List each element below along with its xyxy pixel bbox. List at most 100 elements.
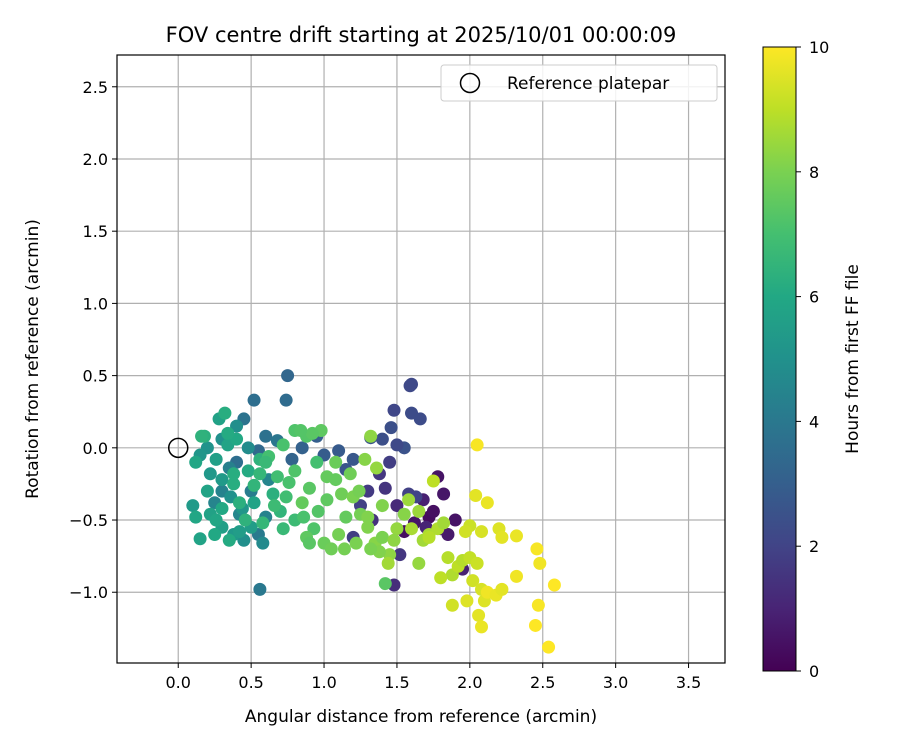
data-point xyxy=(426,504,440,518)
data-point xyxy=(189,510,203,524)
data-point xyxy=(412,504,426,518)
data-point xyxy=(533,556,547,570)
y-axis-label: Rotation from reference (arcmin) xyxy=(23,219,43,499)
colorbar-label: Hours from first FF file xyxy=(843,264,863,454)
data-point xyxy=(279,490,293,504)
data-point xyxy=(193,532,207,546)
plot-frame xyxy=(116,54,726,664)
data-point xyxy=(378,577,392,591)
data-point xyxy=(434,571,448,585)
colorbar-tick-label: 0 xyxy=(809,662,819,681)
data-point xyxy=(403,379,417,393)
y-axis-ticks: −1.0 −0.5 0.0 0.5 1.0 1.5 2.0 2.5 xyxy=(69,78,117,602)
data-point xyxy=(370,461,384,475)
x-axis-label: Angular distance from reference (arcmin) xyxy=(245,707,597,727)
data-point xyxy=(294,423,308,437)
data-point xyxy=(281,369,295,383)
data-point xyxy=(437,516,451,530)
data-point xyxy=(266,487,280,501)
data-point xyxy=(343,467,357,481)
data-point xyxy=(221,426,235,440)
data-point xyxy=(387,533,401,547)
reference-marker xyxy=(167,437,189,459)
data-point xyxy=(375,530,389,544)
data-point xyxy=(337,542,351,556)
y-tick-label: 1.0 xyxy=(83,294,108,313)
data-point xyxy=(384,421,398,435)
data-point xyxy=(472,608,486,622)
data-point xyxy=(222,533,236,547)
colorbar xyxy=(762,46,797,672)
y-tick-label: 2.0 xyxy=(83,150,108,169)
grid-lines xyxy=(117,55,725,663)
x-tick-label: 2.5 xyxy=(530,673,555,692)
data-point xyxy=(276,522,290,536)
data-point xyxy=(209,513,223,527)
data-point xyxy=(422,530,436,544)
data-point xyxy=(530,542,544,556)
data-point xyxy=(295,496,309,510)
data-point xyxy=(332,527,346,541)
data-point xyxy=(203,467,217,481)
data-point xyxy=(238,513,252,527)
data-point xyxy=(253,467,267,481)
reference-platepar-marker xyxy=(167,437,189,459)
data-point xyxy=(469,488,483,502)
data-point xyxy=(241,464,255,478)
data-point xyxy=(256,536,270,550)
data-point xyxy=(195,429,209,443)
data-point xyxy=(495,530,509,544)
data-point xyxy=(390,522,404,536)
data-point xyxy=(458,525,472,539)
data-point xyxy=(470,556,484,570)
data-point xyxy=(364,542,378,556)
data-point xyxy=(241,441,255,455)
colorbar-tick-label: 2 xyxy=(809,537,819,556)
data-point xyxy=(339,510,353,524)
data-point xyxy=(475,620,489,634)
data-point xyxy=(297,510,311,524)
data-point xyxy=(358,452,372,466)
legend-box xyxy=(440,64,718,102)
data-point xyxy=(361,520,375,534)
data-point xyxy=(288,464,302,478)
data-point xyxy=(495,582,509,596)
data-point xyxy=(335,487,349,501)
data-point xyxy=(247,478,261,492)
legend-marker-icon xyxy=(459,72,481,94)
data-point xyxy=(285,452,299,466)
data-point xyxy=(208,527,222,541)
data-point xyxy=(215,473,229,487)
data-point xyxy=(189,455,203,469)
data-point xyxy=(413,412,427,426)
data-point xyxy=(542,640,556,654)
data-point xyxy=(311,504,325,518)
data-point xyxy=(390,438,404,452)
x-tick-label: 3.5 xyxy=(676,673,701,692)
y-tick-label: 2.5 xyxy=(83,78,108,97)
data-point xyxy=(259,455,273,469)
data-point xyxy=(276,438,290,452)
x-tick-label: 0.5 xyxy=(238,673,263,692)
data-points xyxy=(186,369,561,654)
data-point xyxy=(307,522,321,536)
data-point xyxy=(209,452,223,466)
data-point xyxy=(364,429,378,443)
data-point xyxy=(305,426,319,440)
data-point xyxy=(279,393,293,407)
data-point xyxy=(390,499,404,513)
data-point xyxy=(528,618,542,632)
y-tick-label: −0.5 xyxy=(69,511,108,530)
x-tick-label: 2.0 xyxy=(457,673,482,692)
colorbar-tick-label: 8 xyxy=(809,163,819,182)
data-point xyxy=(247,496,261,510)
data-point xyxy=(215,501,229,515)
data-point xyxy=(441,551,455,565)
y-tick-label: 0.0 xyxy=(83,439,108,458)
data-point xyxy=(402,493,416,507)
data-point xyxy=(547,578,561,592)
data-point xyxy=(295,441,309,455)
y-tick-label: 1.5 xyxy=(83,222,108,241)
colorbar-tick-label: 10 xyxy=(809,38,829,57)
